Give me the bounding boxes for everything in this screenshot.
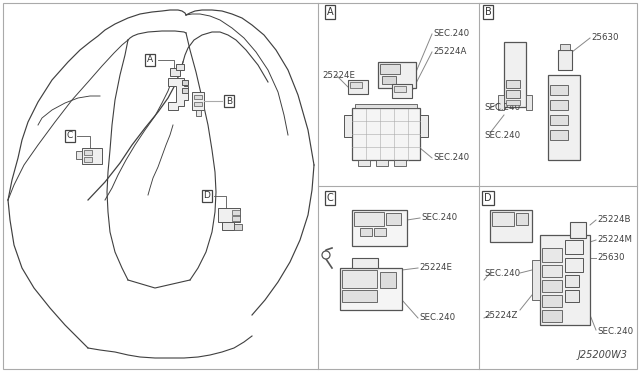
Text: D: D [484, 193, 492, 203]
Bar [565, 290, 579, 302]
Text: 25224B: 25224B [597, 215, 630, 224]
Bar [550, 85, 568, 95]
Bar [355, 104, 417, 108]
Bar [234, 224, 242, 230]
Bar [542, 265, 562, 277]
Bar [82, 148, 102, 164]
Bar [376, 160, 388, 166]
Bar [558, 50, 572, 70]
Bar [420, 115, 428, 137]
Bar [565, 240, 583, 254]
Bar [550, 100, 568, 110]
Bar [392, 84, 412, 98]
Text: SEC.240: SEC.240 [433, 154, 469, 163]
Text: D: D [204, 192, 211, 201]
Bar [540, 235, 590, 325]
Bar [344, 115, 352, 137]
Bar [194, 102, 202, 106]
Text: 25224E: 25224E [322, 71, 355, 80]
Polygon shape [168, 78, 188, 110]
Bar [394, 160, 406, 166]
Bar [386, 213, 401, 225]
Bar [76, 151, 82, 159]
Bar [342, 270, 377, 288]
Bar [560, 44, 570, 50]
Circle shape [322, 251, 330, 259]
Bar [382, 76, 396, 84]
Bar [548, 75, 580, 160]
Bar [550, 115, 568, 125]
Bar [354, 212, 384, 226]
Bar [504, 42, 526, 107]
Bar [506, 90, 520, 98]
Text: A: A [147, 55, 153, 64]
Bar [542, 295, 562, 307]
Bar [360, 228, 372, 236]
Text: C: C [67, 131, 73, 141]
Text: 25224M: 25224M [597, 235, 632, 244]
Bar [182, 88, 188, 93]
Bar [350, 82, 362, 88]
Bar [374, 228, 386, 236]
Bar [222, 222, 234, 230]
Text: 25630: 25630 [591, 33, 618, 42]
Bar [516, 213, 528, 225]
Bar [550, 130, 568, 140]
Text: 25630: 25630 [597, 253, 625, 263]
Text: SEC.240: SEC.240 [433, 29, 469, 38]
Bar [348, 80, 368, 94]
Bar [380, 64, 400, 74]
Bar [194, 95, 202, 99]
Bar [196, 110, 201, 116]
Bar [542, 280, 562, 292]
Text: A: A [326, 7, 333, 17]
Bar [352, 108, 420, 160]
Bar [570, 222, 586, 238]
Bar [498, 95, 504, 110]
Bar [506, 80, 520, 88]
Bar [232, 216, 240, 221]
Text: 25224A: 25224A [433, 48, 467, 57]
Text: SEC.240: SEC.240 [484, 269, 520, 278]
Bar [232, 210, 240, 215]
Text: SEC.240: SEC.240 [421, 214, 457, 222]
Bar [342, 290, 377, 302]
Bar [394, 86, 406, 92]
Bar [380, 272, 396, 288]
Bar [176, 64, 184, 70]
Bar [170, 68, 180, 76]
Bar [182, 80, 188, 85]
Bar [352, 258, 378, 268]
Text: 25224E: 25224E [419, 263, 452, 273]
Bar [526, 95, 532, 110]
Bar [532, 260, 540, 300]
Bar [192, 92, 204, 110]
Text: J25200W3: J25200W3 [578, 350, 628, 360]
Text: SEC.240: SEC.240 [419, 314, 455, 323]
Text: SEC.240: SEC.240 [484, 131, 520, 140]
Bar [565, 258, 583, 272]
Text: B: B [484, 7, 492, 17]
Bar [340, 268, 402, 310]
Bar [490, 210, 532, 242]
Bar [565, 275, 579, 287]
Text: SEC.240: SEC.240 [597, 327, 633, 337]
Bar [358, 160, 370, 166]
Text: SEC.240: SEC.240 [484, 103, 520, 112]
Text: B: B [226, 96, 232, 106]
Text: 25224Z: 25224Z [484, 311, 517, 320]
Bar [84, 157, 92, 162]
Bar [84, 150, 92, 155]
Bar [542, 248, 562, 262]
Bar [378, 62, 416, 88]
Bar [492, 212, 514, 226]
Bar [542, 310, 562, 322]
Bar [218, 208, 240, 222]
Bar [506, 100, 520, 105]
Text: C: C [326, 193, 333, 203]
Bar [352, 210, 407, 246]
